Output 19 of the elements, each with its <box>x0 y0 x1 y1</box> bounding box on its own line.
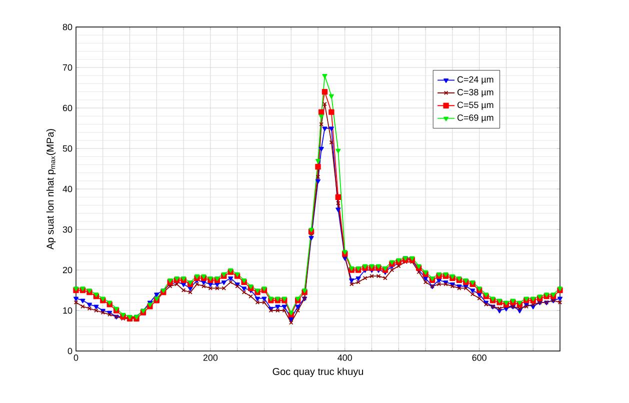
x-tick-label: 400 <box>338 354 352 361</box>
y-tick-label: 40 <box>62 186 72 192</box>
y-tick-label: 50 <box>62 145 72 152</box>
x-tick-label: 200 <box>203 354 218 361</box>
legend-label: C=24 µm <box>457 76 494 84</box>
legend-label: C=55 µm <box>457 102 494 110</box>
legend-label: C=38 µm <box>457 89 494 98</box>
y-tick-label: 80 <box>62 24 72 30</box>
x-tick-label: 0 <box>74 354 78 361</box>
y-tick-label: 10 <box>63 307 72 314</box>
y-tick-label: 30 <box>62 226 72 233</box>
y-tick-label: 0 <box>68 348 72 354</box>
y-tick-label: 70 <box>62 64 72 71</box>
legend-label: C=69 µm <box>457 114 494 123</box>
y-tick-label: 60 <box>62 104 72 112</box>
x-tick-label: 600 <box>472 354 486 361</box>
y-tick-label: 20 <box>62 266 72 274</box>
x-axis-title: Goc quay truc khuyu <box>272 368 364 377</box>
y-axis-title: Ap suat lon nhat p$_{max}$(MPa) <box>46 129 56 250</box>
